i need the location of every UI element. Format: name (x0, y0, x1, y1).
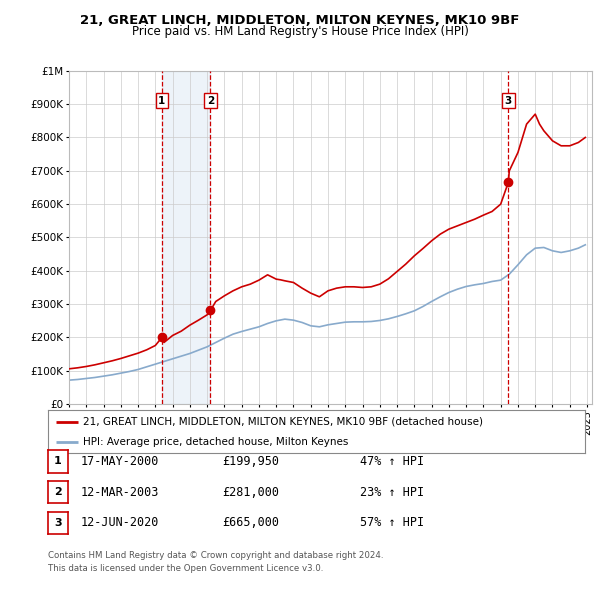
Text: 3: 3 (54, 518, 62, 527)
Text: 3: 3 (505, 96, 512, 106)
Text: £199,950: £199,950 (222, 455, 279, 468)
Text: 47% ↑ HPI: 47% ↑ HPI (360, 455, 424, 468)
Text: 2: 2 (54, 487, 62, 497)
Text: £281,000: £281,000 (222, 486, 279, 499)
Text: 21, GREAT LINCH, MIDDLETON, MILTON KEYNES, MK10 9BF (detached house): 21, GREAT LINCH, MIDDLETON, MILTON KEYNE… (83, 417, 483, 427)
Text: 1: 1 (158, 96, 166, 106)
Text: 12-JUN-2020: 12-JUN-2020 (81, 516, 160, 529)
Text: 12-MAR-2003: 12-MAR-2003 (81, 486, 160, 499)
Text: 21, GREAT LINCH, MIDDLETON, MILTON KEYNES, MK10 9BF: 21, GREAT LINCH, MIDDLETON, MILTON KEYNE… (80, 14, 520, 27)
Text: 17-MAY-2000: 17-MAY-2000 (81, 455, 160, 468)
Text: This data is licensed under the Open Government Licence v3.0.: This data is licensed under the Open Gov… (48, 565, 323, 573)
Text: £665,000: £665,000 (222, 516, 279, 529)
Text: 1: 1 (54, 457, 62, 466)
Text: 23% ↑ HPI: 23% ↑ HPI (360, 486, 424, 499)
Bar (162, 71, 211, 404)
Text: HPI: Average price, detached house, Milton Keynes: HPI: Average price, detached house, Milt… (83, 437, 348, 447)
Text: Price paid vs. HM Land Registry's House Price Index (HPI): Price paid vs. HM Land Registry's House … (131, 25, 469, 38)
Text: Contains HM Land Registry data © Crown copyright and database right 2024.: Contains HM Land Registry data © Crown c… (48, 552, 383, 560)
Text: 57% ↑ HPI: 57% ↑ HPI (360, 516, 424, 529)
Text: 2: 2 (207, 96, 214, 106)
